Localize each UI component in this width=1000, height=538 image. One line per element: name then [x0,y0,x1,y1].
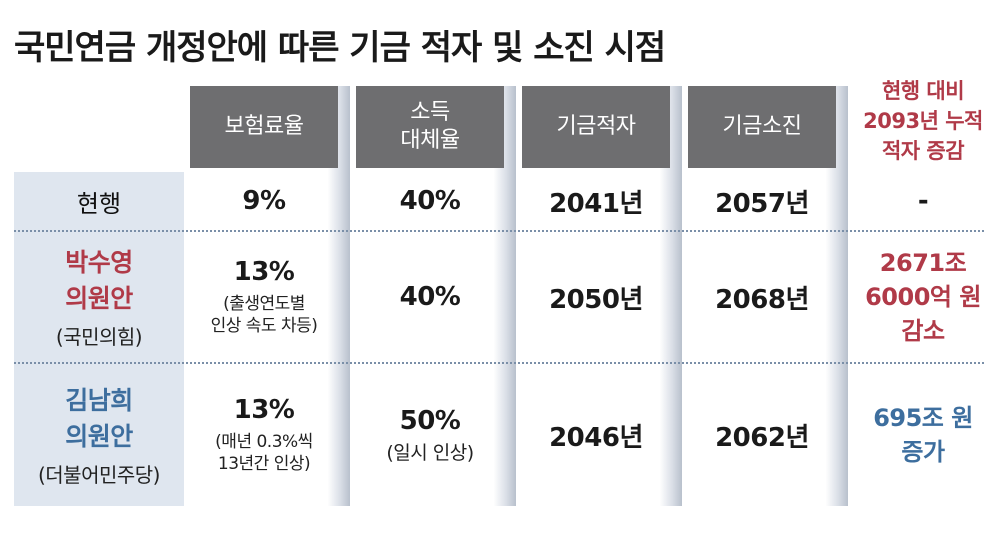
row-park-premium-note-line2: 인상 속도 차등) [210,316,318,336]
row-current-deficit: 2041년 [522,172,670,230]
header-replacement-rate-line1: 소득 [410,100,450,125]
row-current-depletion-value: 2057년 [715,188,809,219]
row-kim-replacement-value: 50% [399,406,461,436]
row-kim-name: 김남희 [65,385,133,415]
row-current-depletion: 2057년 [688,172,836,230]
row-park-premium-value: 13% [233,257,295,287]
row-current-label-text: 현행 [76,189,122,218]
header-fund-depletion: 기금소진 [688,86,836,168]
row-divider [14,230,984,232]
row-park-deficit: 2050년 [522,232,670,362]
header-cumulative-line1: 현행 대비 [881,79,965,103]
row-kim-party: (더불어민주당) [37,462,161,487]
row-kim-bill: 의원안 [65,421,133,451]
row-kim-premium: 13% (매년 0.3%씩 13년간 인상) [190,364,338,506]
row-current-cumulative: - [848,172,998,230]
row-kim-premium-note-line1: (매년 0.3%씩 [215,432,313,452]
row-park-cumulative-line2: 6000억 원 [865,283,981,311]
header-premium-rate: 보험료율 [190,86,338,168]
row-current-replacement-value: 40% [399,186,461,216]
row-park-label: 박수영 의원안 (국민의힘) [14,232,184,362]
row-kim-premium-value: 13% [233,395,295,425]
row-park-cumulative-line3: 감소 [901,317,945,345]
row-park-premium: 13% (출생연도별 인상 속도 차등) [190,232,338,362]
row-park-party: (국민의힘) [55,324,143,349]
row-kim-cumulative: 695조 원 증가 [848,364,998,506]
header-cumulative-change: 현행 대비 2093년 누적 적자 증감 [848,76,998,166]
row-current-replacement: 40% [356,172,504,230]
header-fund-depletion-label: 기금소진 [722,114,802,139]
row-kim-depletion: 2062년 [688,364,836,506]
row-kim-deficit-value: 2046년 [549,422,643,453]
header-replacement-rate: 소득 대체율 [356,86,504,168]
row-park-replacement: 40% [356,232,504,362]
row-kim-premium-note-line2: 13년간 인상) [217,454,311,474]
header-premium-rate-label: 보험료율 [224,114,304,139]
header-replacement-rate-line2: 대체율 [400,128,460,153]
header-fund-deficit: 기금적자 [522,86,670,168]
row-current-deficit-value: 2041년 [549,188,643,219]
page-title: 국민연금 개정안에 따른 기금 적자 및 소진 시점 [14,28,666,68]
row-park-bill: 의원안 [65,283,133,313]
row-park-depletion-value: 2068년 [715,284,809,315]
row-park-replacement-value: 40% [399,282,461,312]
row-current-premium: 9% [190,172,338,230]
row-park-deficit-value: 2050년 [549,284,643,315]
header-cumulative-line3: 적자 증감 [881,139,965,163]
row-kim-cumulative-line1: 695조 원 [873,404,973,432]
row-kim-replacement-note: (일시 인상) [386,442,474,464]
row-kim-depletion-value: 2062년 [715,422,809,453]
row-divider [14,362,984,364]
row-park-cumulative: 2671조 6000억 원 감소 [848,232,998,362]
row-label-band [14,172,184,506]
row-kim-label: 김남희 의원안 (더불어민주당) [14,364,184,506]
row-kim-deficit: 2046년 [522,364,670,506]
header-cumulative-line2: 2093년 누적 [863,109,983,133]
row-current-label: 현행 [14,172,184,230]
row-current-premium-value: 9% [242,186,286,216]
header-fund-deficit-label: 기금적자 [556,114,636,139]
row-kim-replacement: 50% (일시 인상) [356,364,504,506]
row-kim-cumulative-line2: 증가 [901,438,945,466]
row-park-cumulative-line1: 2671조 [879,249,967,277]
row-park-name: 박수영 [65,247,133,277]
row-park-depletion: 2068년 [688,232,836,362]
row-park-premium-note-line1: (출생연도별 [223,294,305,314]
row-current-cumulative-value: - [917,186,929,216]
